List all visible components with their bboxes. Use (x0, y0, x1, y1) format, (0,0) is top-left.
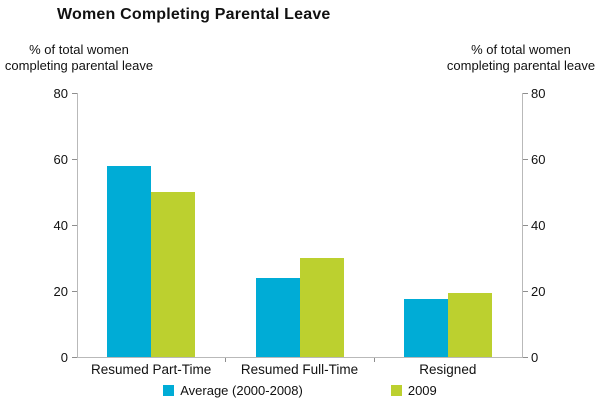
x-axis (77, 357, 523, 358)
y-tick-right (523, 93, 528, 94)
bar-series-1-cat-2 (447, 292, 492, 357)
y-tick-label-right: 0 (531, 350, 539, 365)
left-axis-label: % of total women completing parental lea… (4, 42, 154, 73)
legend-item-1: 2009 (390, 383, 437, 398)
y-tick-left (72, 159, 77, 160)
y-tick-label-right: 20 (531, 284, 546, 299)
bar-series-0-cat-0 (107, 165, 152, 357)
y-tick-left (72, 357, 77, 358)
x-boundary-tick (225, 358, 227, 362)
y-tick-right (523, 225, 528, 226)
chart-title: Women Completing Parental Leave (57, 6, 331, 23)
legend-swatch-1 (390, 385, 402, 396)
y-tick-left (72, 291, 77, 292)
category-label: Resumed Full-Time (240, 362, 359, 377)
y-tick-label-right: 40 (531, 218, 546, 233)
x-boundary-tick (373, 358, 375, 362)
category-label: Resigned (419, 362, 477, 377)
y-tick-right (523, 291, 528, 292)
y-tick-left (72, 93, 77, 94)
bar-series-1-cat-1 (299, 258, 344, 357)
legend-swatch-0 (163, 385, 175, 396)
legend-label-1: 2009 (407, 383, 437, 398)
y-tick-label-right: 60 (531, 152, 546, 167)
category-label: Resumed Part-Time (91, 362, 212, 377)
y-tick-label-left: 60 (53, 152, 68, 167)
y-tick-label-left: 80 (53, 86, 68, 101)
legend-item-0: Average (2000-2008) (163, 383, 303, 398)
y-tick-label-left: 20 (53, 284, 68, 299)
legend-label-0: Average (2000-2008) (180, 383, 303, 398)
y-tick-label-right: 80 (531, 86, 546, 101)
bar-series-1-cat-0 (151, 192, 196, 357)
y-tick-left (72, 225, 77, 226)
y-tick-label-left: 40 (53, 218, 68, 233)
y-tick-label-left: 0 (60, 350, 68, 365)
bar-series-0-cat-2 (403, 299, 448, 357)
y-tick-right (523, 357, 528, 358)
y-axis-right (522, 93, 523, 358)
legend: Average (2000-2008) 2009 (77, 383, 523, 398)
bar-series-0-cat-1 (255, 277, 300, 357)
right-axis-label: % of total women completing parental lea… (446, 42, 596, 73)
y-axis-left (77, 93, 78, 358)
y-tick-right (523, 159, 528, 160)
